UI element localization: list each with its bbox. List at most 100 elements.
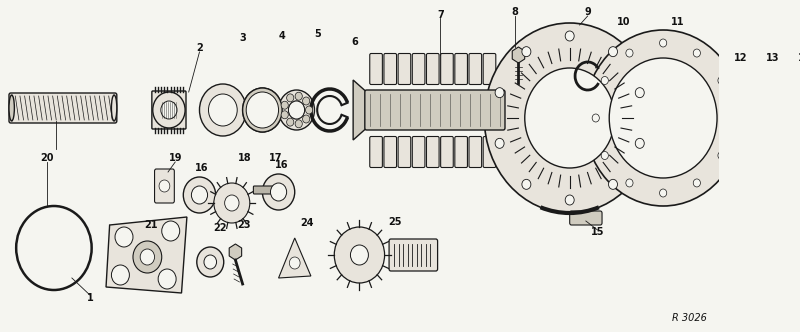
Circle shape: [302, 115, 310, 123]
Circle shape: [161, 101, 177, 119]
Circle shape: [111, 265, 130, 285]
FancyBboxPatch shape: [426, 136, 439, 168]
FancyBboxPatch shape: [384, 53, 397, 85]
Circle shape: [214, 183, 250, 223]
Circle shape: [262, 174, 294, 210]
Text: 16: 16: [275, 160, 289, 170]
Circle shape: [762, 103, 769, 112]
Text: R 3026: R 3026: [672, 313, 707, 323]
Polygon shape: [229, 244, 242, 260]
Circle shape: [286, 94, 294, 102]
Text: 8: 8: [511, 7, 518, 17]
Circle shape: [286, 118, 294, 126]
Polygon shape: [278, 238, 311, 278]
Text: 2: 2: [196, 43, 203, 53]
Circle shape: [495, 138, 504, 148]
Text: 20: 20: [40, 153, 54, 163]
Text: 18: 18: [238, 153, 251, 163]
Circle shape: [302, 97, 310, 105]
Text: 21: 21: [144, 220, 158, 230]
Text: 5: 5: [314, 29, 322, 39]
Circle shape: [771, 99, 778, 107]
Circle shape: [785, 114, 792, 122]
Circle shape: [140, 249, 154, 265]
Circle shape: [484, 23, 655, 213]
Circle shape: [787, 96, 800, 140]
Polygon shape: [106, 217, 187, 293]
Text: 19: 19: [169, 153, 182, 163]
Circle shape: [197, 247, 224, 277]
Circle shape: [191, 186, 207, 204]
Circle shape: [281, 101, 288, 109]
Text: 3: 3: [239, 33, 246, 43]
Circle shape: [133, 241, 162, 273]
Text: 7: 7: [437, 10, 444, 20]
Circle shape: [609, 47, 618, 57]
Text: 11: 11: [670, 17, 684, 27]
Ellipse shape: [9, 95, 14, 121]
Circle shape: [281, 111, 288, 119]
Text: 17: 17: [269, 153, 282, 163]
Circle shape: [183, 177, 216, 213]
Polygon shape: [353, 80, 366, 140]
Circle shape: [522, 47, 531, 57]
FancyBboxPatch shape: [412, 136, 425, 168]
Text: 13: 13: [766, 53, 779, 63]
Circle shape: [16, 206, 92, 290]
FancyBboxPatch shape: [384, 136, 397, 168]
Circle shape: [522, 179, 531, 189]
Circle shape: [334, 227, 385, 283]
Circle shape: [162, 221, 180, 241]
Circle shape: [659, 39, 666, 47]
FancyBboxPatch shape: [441, 136, 454, 168]
FancyBboxPatch shape: [398, 136, 410, 168]
Circle shape: [722, 96, 762, 140]
Text: 25: 25: [389, 217, 402, 227]
Circle shape: [246, 92, 278, 128]
Ellipse shape: [111, 95, 117, 121]
Circle shape: [781, 103, 788, 112]
Circle shape: [350, 245, 369, 265]
Circle shape: [525, 68, 614, 168]
Circle shape: [254, 100, 271, 120]
FancyBboxPatch shape: [152, 91, 186, 129]
FancyBboxPatch shape: [483, 53, 496, 85]
Circle shape: [158, 269, 176, 289]
Circle shape: [278, 90, 314, 130]
Circle shape: [495, 88, 504, 98]
Circle shape: [659, 189, 666, 197]
Circle shape: [584, 30, 742, 206]
Circle shape: [610, 58, 717, 178]
FancyBboxPatch shape: [370, 53, 382, 85]
FancyBboxPatch shape: [9, 93, 117, 123]
Circle shape: [295, 92, 302, 100]
Text: 16: 16: [194, 163, 208, 173]
Circle shape: [295, 120, 302, 128]
Circle shape: [794, 124, 800, 132]
Circle shape: [626, 49, 633, 57]
Circle shape: [635, 138, 644, 148]
FancyBboxPatch shape: [370, 136, 382, 168]
Circle shape: [626, 179, 633, 187]
Circle shape: [601, 151, 608, 159]
Circle shape: [290, 257, 300, 269]
Circle shape: [306, 106, 313, 114]
Circle shape: [635, 88, 644, 98]
Circle shape: [694, 49, 701, 57]
Text: 24: 24: [301, 218, 314, 228]
Circle shape: [718, 151, 725, 159]
Circle shape: [199, 84, 246, 136]
Circle shape: [289, 101, 305, 119]
Text: 6: 6: [351, 37, 358, 47]
Circle shape: [225, 195, 239, 211]
Circle shape: [601, 76, 608, 85]
Text: 22: 22: [214, 223, 227, 233]
Circle shape: [289, 101, 305, 119]
Text: 4: 4: [278, 31, 286, 41]
Polygon shape: [512, 47, 525, 63]
FancyBboxPatch shape: [426, 53, 439, 85]
Text: 15: 15: [590, 227, 604, 237]
FancyBboxPatch shape: [154, 169, 174, 203]
Circle shape: [204, 255, 217, 269]
Text: 23: 23: [238, 220, 251, 230]
